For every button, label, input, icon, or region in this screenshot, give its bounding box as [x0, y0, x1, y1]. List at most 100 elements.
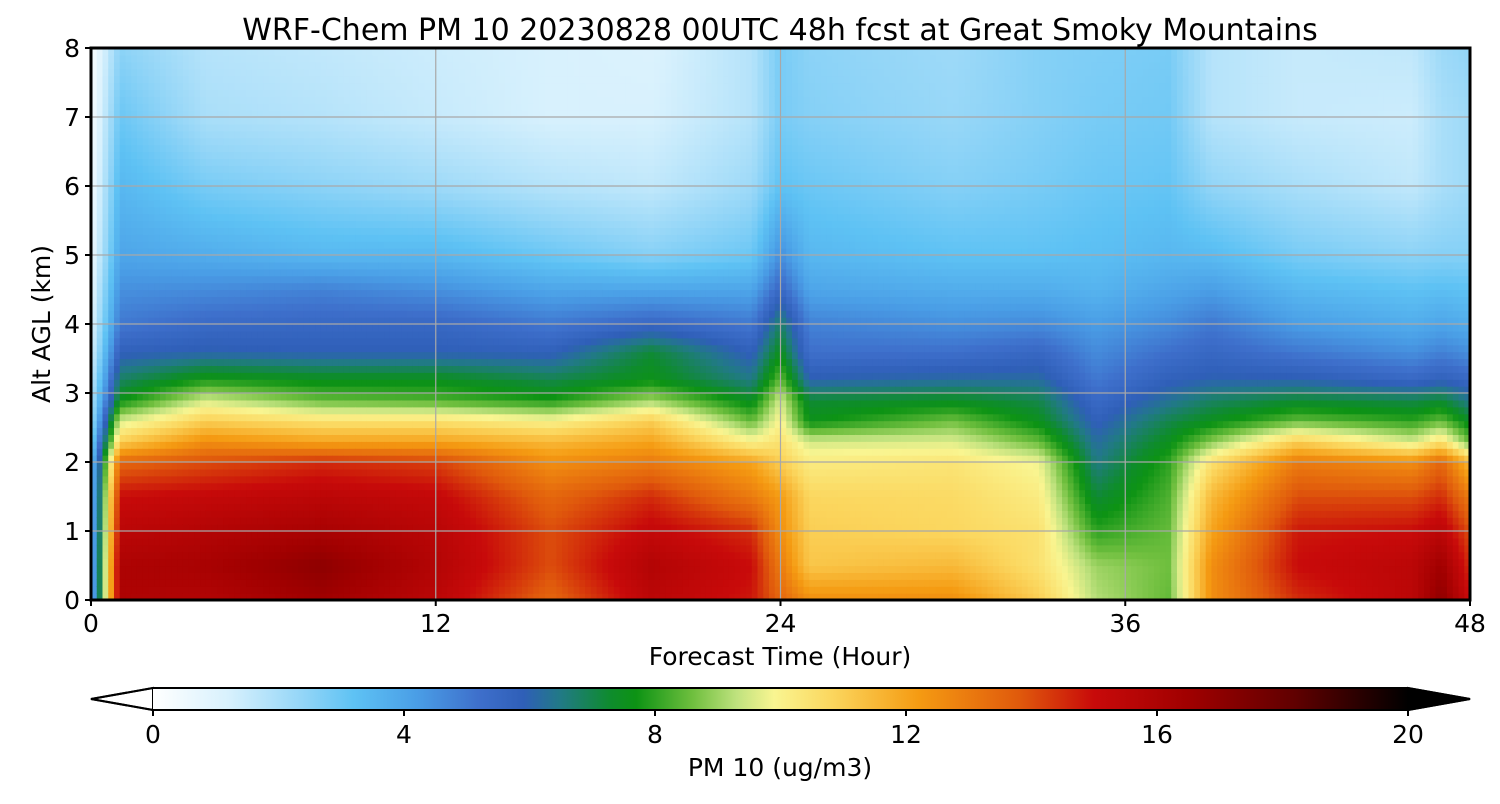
heat-cell [441, 365, 448, 373]
heat-cell [343, 165, 351, 173]
heat-cell [142, 172, 150, 180]
heat-cell [125, 475, 132, 484]
heat-cell [395, 503, 402, 511]
heat-cell [384, 517, 391, 525]
heat-cell [274, 379, 282, 387]
heat-cell [349, 68, 356, 77]
heat-cell [389, 406, 397, 415]
heat-cell [131, 275, 138, 284]
heat-cell [246, 351, 253, 360]
heat-cell [142, 468, 150, 477]
heat-cell [349, 137, 356, 146]
heat-cell [234, 551, 241, 560]
heat-cell [177, 427, 184, 435]
heat-cell [251, 103, 259, 111]
heat-cell [119, 137, 127, 146]
heat-cell [412, 241, 420, 249]
heat-cell [91, 213, 98, 222]
heat-cell [228, 144, 236, 153]
heat-cell [211, 427, 219, 435]
heat-cell [361, 89, 368, 97]
heat-cell [246, 475, 253, 484]
heat-cell [395, 137, 402, 146]
heat-cell [430, 586, 437, 594]
heat-cell [338, 572, 345, 580]
heat-cell [315, 317, 322, 325]
heat-cell [96, 296, 104, 304]
heat-cell [228, 310, 236, 318]
heat-cell [125, 248, 132, 256]
heat-cell [395, 261, 402, 270]
heat-cell [131, 475, 138, 484]
heat-cell [223, 462, 230, 470]
heat-cell [297, 227, 305, 235]
heat-cell [102, 358, 109, 366]
heat-cell [349, 482, 356, 491]
heat-cell [142, 496, 150, 504]
heat-cell [205, 275, 213, 284]
heat-cell [159, 179, 167, 187]
heat-cell [159, 482, 167, 491]
heat-cell [320, 344, 328, 353]
heat-cell [113, 510, 121, 518]
heat-cell [228, 110, 236, 118]
heat-cell [395, 48, 402, 56]
heat-cell [102, 420, 109, 429]
heat-cell [217, 551, 224, 560]
heat-cell [119, 227, 127, 235]
heat-cell [343, 110, 351, 118]
heat-cell [223, 213, 230, 222]
heat-cell [263, 151, 270, 159]
heat-cell [171, 158, 178, 166]
heat-cell [384, 579, 391, 587]
heat-cell [418, 420, 425, 429]
heat-cell [269, 48, 276, 56]
heat-cell [280, 358, 287, 366]
heat-cell [401, 96, 408, 104]
heat-cell [378, 234, 385, 242]
heat-cell [332, 213, 339, 222]
heat-cell [326, 61, 333, 70]
heat-cell [412, 344, 420, 353]
heat-cell [217, 358, 224, 366]
heat-cell [412, 482, 420, 491]
heat-cell [148, 510, 155, 518]
heat-cell [234, 344, 241, 353]
heat-cell [435, 268, 443, 277]
heat-cell [332, 68, 339, 77]
heat-cell [355, 220, 362, 228]
heat-cell [217, 468, 224, 477]
heat-cell [125, 537, 132, 546]
heat-cell [441, 241, 448, 249]
heat-cell [332, 358, 339, 366]
heat-cell [234, 234, 241, 242]
heat-cell [91, 227, 98, 235]
heat-cell [274, 420, 282, 429]
heat-cell [108, 268, 115, 277]
heat-cell [309, 358, 316, 366]
heat-cell [435, 586, 443, 594]
heat-cell [349, 227, 356, 235]
heat-cell [125, 310, 132, 318]
heat-cell [309, 158, 316, 166]
heat-cell [154, 517, 161, 525]
heat-cell [136, 110, 144, 118]
heat-cell [119, 537, 127, 546]
heat-cell [102, 282, 109, 291]
heat-cell [108, 337, 115, 346]
heat-cell [165, 165, 173, 173]
heat-cell [361, 82, 368, 90]
heat-cell [286, 199, 293, 208]
heat-cell [338, 344, 345, 353]
heat-cell [361, 103, 368, 111]
heat-cell [211, 379, 219, 387]
heat-cell [303, 420, 310, 429]
heat-cell [412, 158, 420, 166]
heat-cell [412, 82, 420, 90]
heat-cell [113, 165, 121, 173]
heat-cell [257, 275, 264, 284]
heat-cell [326, 75, 333, 84]
heat-cell [332, 220, 339, 228]
heat-cell [303, 365, 310, 373]
heat-cell [182, 413, 190, 422]
